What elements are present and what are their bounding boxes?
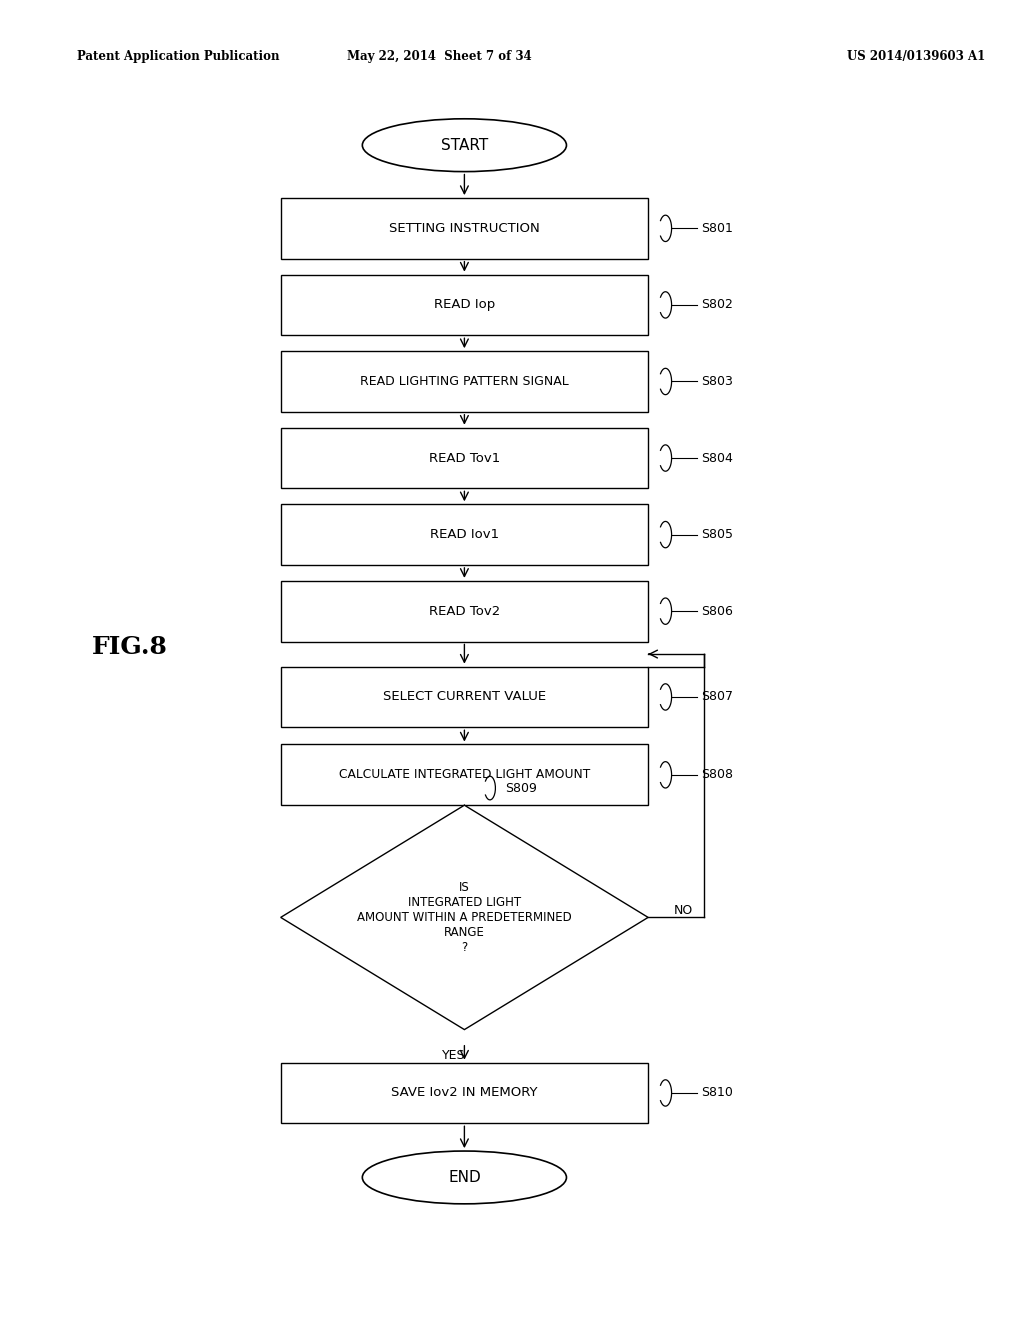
Text: CALCULATE INTEGRATED LIGHT AMOUNT: CALCULATE INTEGRATED LIGHT AMOUNT: [339, 768, 590, 781]
Text: Patent Application Publication: Patent Application Publication: [77, 50, 280, 63]
Bar: [281, 351, 648, 412]
Text: SAVE Iov2 IN MEMORY: SAVE Iov2 IN MEMORY: [391, 1086, 538, 1100]
Polygon shape: [281, 805, 648, 1030]
Text: START: START: [440, 137, 488, 153]
Text: S802: S802: [701, 298, 733, 312]
Text: S801: S801: [701, 222, 733, 235]
Text: READ Tov2: READ Tov2: [429, 605, 500, 618]
Text: S810: S810: [701, 1086, 733, 1100]
Text: S804: S804: [701, 451, 733, 465]
Text: May 22, 2014  Sheet 7 of 34: May 22, 2014 Sheet 7 of 34: [346, 50, 531, 63]
Bar: [281, 428, 648, 488]
Text: NO: NO: [674, 904, 693, 917]
Bar: [281, 667, 648, 727]
Text: S808: S808: [701, 768, 733, 781]
Ellipse shape: [362, 1151, 566, 1204]
Text: S806: S806: [701, 605, 733, 618]
Text: READ Iov1: READ Iov1: [430, 528, 499, 541]
Text: S803: S803: [701, 375, 733, 388]
Ellipse shape: [362, 119, 566, 172]
Bar: [281, 275, 648, 335]
Text: US 2014/0139603 A1: US 2014/0139603 A1: [847, 50, 985, 63]
Bar: [281, 1063, 648, 1123]
Bar: [281, 198, 648, 259]
Text: YES: YES: [442, 1049, 466, 1063]
Text: IS
INTEGRATED LIGHT
AMOUNT WITHIN A PREDETERMINED
RANGE
?: IS INTEGRATED LIGHT AMOUNT WITHIN A PRED…: [357, 880, 571, 954]
Text: SETTING INSTRUCTION: SETTING INSTRUCTION: [389, 222, 540, 235]
Text: READ LIGHTING PATTERN SIGNAL: READ LIGHTING PATTERN SIGNAL: [360, 375, 568, 388]
Bar: [281, 504, 648, 565]
Bar: [281, 744, 648, 805]
Text: S809: S809: [505, 781, 538, 795]
Text: READ Tov1: READ Tov1: [429, 451, 500, 465]
Text: FIG.8: FIG.8: [92, 635, 168, 659]
Text: SELECT CURRENT VALUE: SELECT CURRENT VALUE: [383, 690, 546, 704]
Text: READ Iop: READ Iop: [434, 298, 495, 312]
Bar: [281, 581, 648, 642]
Text: S805: S805: [701, 528, 733, 541]
Text: END: END: [449, 1170, 481, 1185]
Text: S807: S807: [701, 690, 733, 704]
